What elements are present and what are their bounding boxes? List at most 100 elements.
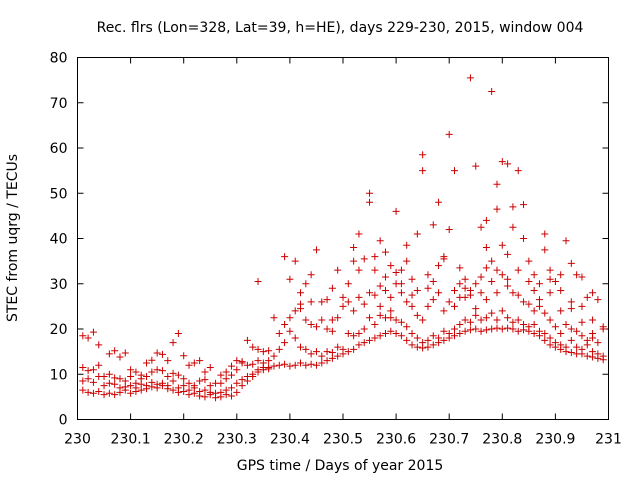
data-point [477, 273, 485, 281]
data-point [302, 345, 310, 353]
data-point [392, 207, 400, 215]
data-point [551, 277, 559, 285]
data-point [286, 362, 294, 370]
data-point [254, 368, 262, 376]
data-point [376, 282, 384, 290]
data-point [328, 316, 336, 324]
data-point [424, 271, 432, 279]
data-point [504, 282, 512, 290]
data-point [143, 385, 151, 393]
data-point [132, 368, 140, 376]
data-point [578, 332, 586, 340]
data-point [546, 316, 554, 324]
data-point [429, 221, 437, 229]
data-point [233, 379, 241, 387]
data-point [493, 289, 501, 297]
data-point [557, 271, 565, 279]
data-point [397, 266, 405, 274]
data-point [482, 326, 490, 334]
data-point [137, 380, 145, 388]
data-point [456, 280, 464, 288]
y-tick-label: 0 [59, 413, 68, 429]
data-point [196, 392, 204, 400]
data-point [355, 266, 363, 274]
data-point [84, 334, 92, 342]
data-point [408, 341, 416, 349]
data-point [366, 189, 374, 197]
data-point [371, 266, 379, 274]
data-point [440, 327, 448, 335]
data-point [312, 361, 320, 369]
data-point [435, 289, 443, 297]
data-point [307, 360, 315, 368]
data-point [429, 296, 437, 304]
data-point [440, 255, 448, 263]
data-point [387, 293, 395, 301]
data-point [472, 305, 480, 313]
data-point [281, 360, 289, 368]
data-point [567, 336, 575, 344]
data-point [312, 246, 320, 254]
data-point [504, 160, 512, 168]
data-point [238, 376, 246, 384]
data-point [153, 349, 161, 357]
y-tick-label: 30 [50, 277, 68, 293]
data-point [265, 363, 273, 371]
data-point [344, 330, 352, 338]
data-point [281, 339, 289, 347]
data-point [498, 241, 506, 249]
data-point [599, 352, 607, 360]
data-point [153, 366, 161, 374]
data-point [578, 302, 586, 310]
data-point [504, 275, 512, 283]
data-point [419, 167, 427, 175]
data-point [403, 298, 411, 306]
data-point [297, 343, 305, 351]
data-point [254, 357, 262, 365]
data-point [392, 330, 400, 338]
data-point [334, 352, 342, 360]
data-point [403, 241, 411, 249]
data-point [174, 388, 182, 396]
data-point [408, 275, 416, 283]
data-point [89, 366, 97, 374]
data-point [169, 386, 177, 394]
data-point [493, 324, 501, 332]
data-point [387, 307, 395, 315]
data-point [573, 271, 581, 279]
data-point [461, 275, 469, 283]
y-tick-label: 40 [50, 232, 68, 248]
data-point [297, 289, 305, 297]
data-point [190, 359, 198, 367]
data-point [520, 320, 528, 328]
data-point [466, 318, 474, 326]
data-point [366, 198, 374, 206]
x-tick-label: 230.4 [270, 432, 310, 448]
data-point [233, 366, 241, 374]
data-point [488, 277, 496, 285]
data-point [589, 348, 597, 356]
data-point [599, 323, 607, 331]
data-point [148, 368, 156, 376]
x-tick-label: 230.7 [429, 432, 469, 448]
data-point [158, 367, 166, 375]
points-layer [79, 74, 607, 402]
data-point [514, 291, 522, 299]
data-point [95, 373, 103, 381]
data-point [509, 289, 517, 297]
data-point [270, 362, 278, 370]
data-point [541, 246, 549, 254]
data-point [95, 387, 103, 395]
data-point [265, 347, 273, 355]
data-point [339, 293, 347, 301]
data-point [419, 339, 427, 347]
data-point [328, 327, 336, 335]
data-point [387, 327, 395, 335]
data-point [190, 389, 198, 397]
data-point [111, 347, 119, 355]
data-point [419, 316, 427, 324]
data-point [509, 325, 517, 333]
x-tick-label: 230 [64, 432, 91, 448]
data-point [95, 361, 103, 369]
